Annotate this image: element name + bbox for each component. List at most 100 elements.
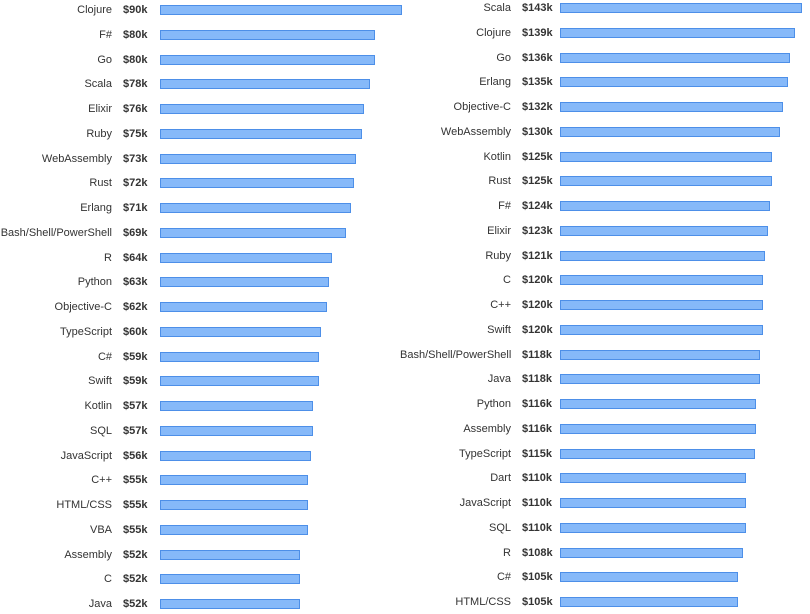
category-label: Elixir	[487, 224, 511, 237]
bar	[160, 500, 308, 510]
bar	[560, 522, 747, 533]
bar-row: Java $52k	[0, 594, 420, 614]
category-label: Objective-C	[54, 301, 112, 313]
bar	[560, 572, 738, 583]
value-label: $118k	[522, 373, 552, 386]
value-label: $132k	[522, 101, 553, 113]
bar-row: C $120k	[400, 270, 810, 290]
bar-row: R $64k	[0, 248, 420, 268]
category-label: HTML/CSS	[455, 596, 511, 608]
category-label: R	[503, 546, 511, 559]
bar	[560, 374, 760, 385]
category-label: C#	[496, 571, 511, 584]
salary-chart-left: Clojure $90k F# $80k Go $80k Scala $78k Elixir $7…	[0, 0, 420, 614]
category-label: WebAssembly	[41, 152, 112, 165]
bar	[160, 54, 376, 65]
bar	[160, 29, 376, 40]
bar-row: Kotlin $57k	[0, 396, 420, 416]
category-label: VBA	[89, 523, 112, 536]
bar-row: HTML/CSS $105k	[400, 592, 810, 612]
bar	[560, 324, 764, 335]
value-label: $72k	[123, 177, 148, 190]
value-label: $125k	[522, 150, 553, 163]
category-label: Python	[77, 276, 112, 289]
bar-row: Objective-C $132k	[400, 97, 810, 117]
bar-row: Scala $78k	[0, 74, 420, 94]
bar-row: Ruby $75k	[0, 124, 420, 144]
value-label: $135k	[522, 76, 553, 89]
bar-row: TypeScript $115k	[400, 444, 810, 464]
bar	[560, 77, 789, 88]
bar	[160, 227, 346, 238]
category-label: C	[104, 573, 112, 586]
value-label: $105k	[522, 571, 553, 584]
value-label: $76k	[123, 103, 148, 115]
bar-row: Python $63k	[0, 272, 420, 292]
bar-row: JavaScript $110k	[400, 493, 810, 513]
bar	[560, 349, 760, 360]
category-label: Swift	[88, 375, 112, 388]
category-label: Dart	[490, 472, 511, 485]
bar-row: Objective-C $62k	[0, 297, 420, 317]
value-label: $63k	[123, 276, 148, 289]
bar-row: Go $80k	[0, 50, 420, 70]
value-label: $124k	[522, 200, 553, 212]
bar	[160, 351, 319, 362]
bar-row: Rust $125k	[400, 171, 810, 191]
bar	[560, 102, 784, 112]
bar	[560, 3, 802, 13]
bar	[160, 599, 300, 609]
bar-row: Rust $72k	[0, 173, 420, 193]
value-label: $116k	[522, 398, 552, 410]
value-label: $110k	[522, 472, 552, 485]
category-label: Rust	[89, 177, 112, 190]
category-label: Scala	[483, 2, 511, 14]
bar-row: TypeScript $60k	[0, 322, 420, 342]
category-label: Java	[88, 598, 112, 610]
category-label: C++	[91, 474, 112, 487]
category-label: Ruby	[86, 127, 112, 140]
value-label: $64k	[123, 251, 148, 264]
category-label: JavaScript	[60, 449, 112, 462]
bar-row: SQL $110k	[400, 518, 810, 538]
value-label: $71k	[123, 202, 148, 214]
bar-row: WebAssembly $130k	[400, 122, 810, 142]
bar	[560, 225, 769, 236]
bar	[160, 79, 370, 90]
bar-row: Java $118k	[400, 369, 810, 389]
value-label: $105k	[522, 596, 553, 608]
value-label: $56k	[123, 449, 148, 462]
bar-row: Clojure $139k	[400, 23, 810, 43]
bar-row: Python $116k	[400, 394, 810, 414]
bar-row: Elixir $76k	[0, 99, 420, 119]
category-label: Elixir	[88, 103, 112, 115]
bar	[560, 498, 747, 508]
value-label: $59k	[123, 350, 148, 363]
value-label: $115k	[522, 447, 552, 460]
value-label: $90k	[123, 4, 148, 16]
bar-row: Clojure $90k	[0, 0, 420, 20]
value-label: $118k	[522, 348, 552, 361]
category-label: TypeScript	[60, 325, 112, 338]
value-label: $75k	[123, 127, 148, 140]
bar	[560, 423, 757, 434]
category-label: Bash/Shell/PowerShell	[400, 348, 512, 361]
category-label: Erlang	[80, 202, 112, 214]
bar	[560, 473, 747, 484]
bar-row: Elixir $123k	[400, 221, 810, 241]
value-label: $108k	[522, 546, 553, 559]
category-label: Objective-C	[453, 101, 511, 113]
category-label: Swift	[487, 323, 511, 336]
category-label: WebAssembly	[440, 125, 511, 138]
bar	[160, 450, 311, 461]
category-label: F#	[99, 28, 112, 41]
value-label: $143k	[522, 2, 553, 14]
bar-row: C# $59k	[0, 347, 420, 367]
bar	[160, 252, 333, 263]
value-label: $136k	[522, 51, 553, 64]
category-label: Go	[496, 51, 511, 64]
value-label: $125k	[522, 175, 553, 188]
value-label: $57k	[123, 424, 148, 437]
category-label: Rust	[488, 175, 511, 188]
category-label: Kotlin	[84, 400, 112, 412]
